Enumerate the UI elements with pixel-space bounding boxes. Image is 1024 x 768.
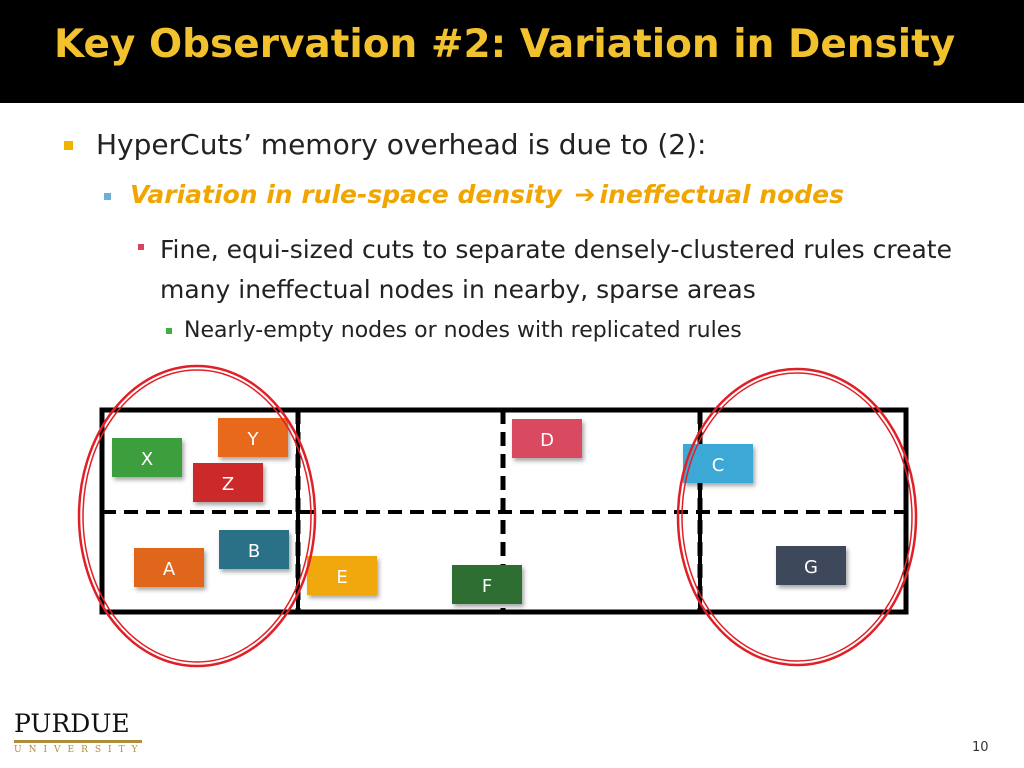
rule-box-b: B — [219, 530, 289, 569]
bullet-level2-part1: Variation in rule-space density — [130, 180, 562, 209]
highlight-ellipse-left-inner — [82, 369, 312, 663]
rule-box-e: E — [307, 556, 377, 595]
rule-box-a: A — [134, 548, 204, 587]
rule-box-d: D — [512, 419, 582, 458]
rule-label-c: C — [712, 455, 725, 476]
bullet-marker-level2 — [104, 193, 111, 200]
rule-label-g: G — [804, 557, 818, 578]
rule-label-f: F — [482, 576, 492, 597]
slide-title: Key Observation #2: Variation in Density — [54, 22, 956, 67]
rule-box-z: Z — [193, 463, 263, 502]
bullet-level3: Fine, equi-sized cuts to separate densel… — [160, 235, 952, 304]
highlight-ellipse-left — [77, 364, 317, 668]
bullet-marker-level1 — [64, 141, 73, 150]
rule-box-f: F — [452, 565, 522, 604]
logo-rule — [14, 740, 142, 743]
rule-box-c: C — [683, 444, 753, 483]
purdue-logo: PURDUE UNIVERSITY — [14, 710, 145, 755]
bullet-marker-level3 — [138, 244, 144, 250]
highlight-ellipse-right-inner — [681, 372, 913, 662]
bullet-level2: Variation in rule-space density ➔ ineffec… — [130, 180, 844, 209]
rule-space-diagram: X Y Z D C A B E F G — [77, 364, 918, 668]
bullet-level4: Nearly-empty nodes or nodes with replica… — [184, 318, 742, 343]
rule-label-d: D — [540, 430, 554, 451]
arrow-right-icon: ➔ — [574, 180, 596, 209]
rule-label-x: X — [141, 449, 153, 470]
title-bar — [0, 0, 1024, 103]
rule-label-b: B — [248, 541, 260, 562]
bullet-level2-part2: ineffectual nodes — [599, 180, 844, 209]
rule-label-e: E — [336, 567, 347, 588]
rule-label-z: Z — [222, 474, 234, 495]
highlight-ellipse-right — [676, 367, 918, 667]
logo-subtitle: UNIVERSITY — [14, 745, 145, 755]
rule-box-g: G — [776, 546, 846, 585]
rule-label-a: A — [163, 559, 176, 580]
bullet-level1: HyperCuts’ memory overhead is due to (2)… — [96, 128, 707, 161]
bullet-marker-level4 — [166, 328, 172, 334]
rule-box-x: X — [112, 438, 182, 477]
logo-wordmark: PURDUE — [14, 709, 130, 738]
page-number: 10 — [972, 740, 989, 755]
rule-box-y: Y — [218, 418, 288, 457]
rule-label-y: Y — [247, 429, 260, 450]
